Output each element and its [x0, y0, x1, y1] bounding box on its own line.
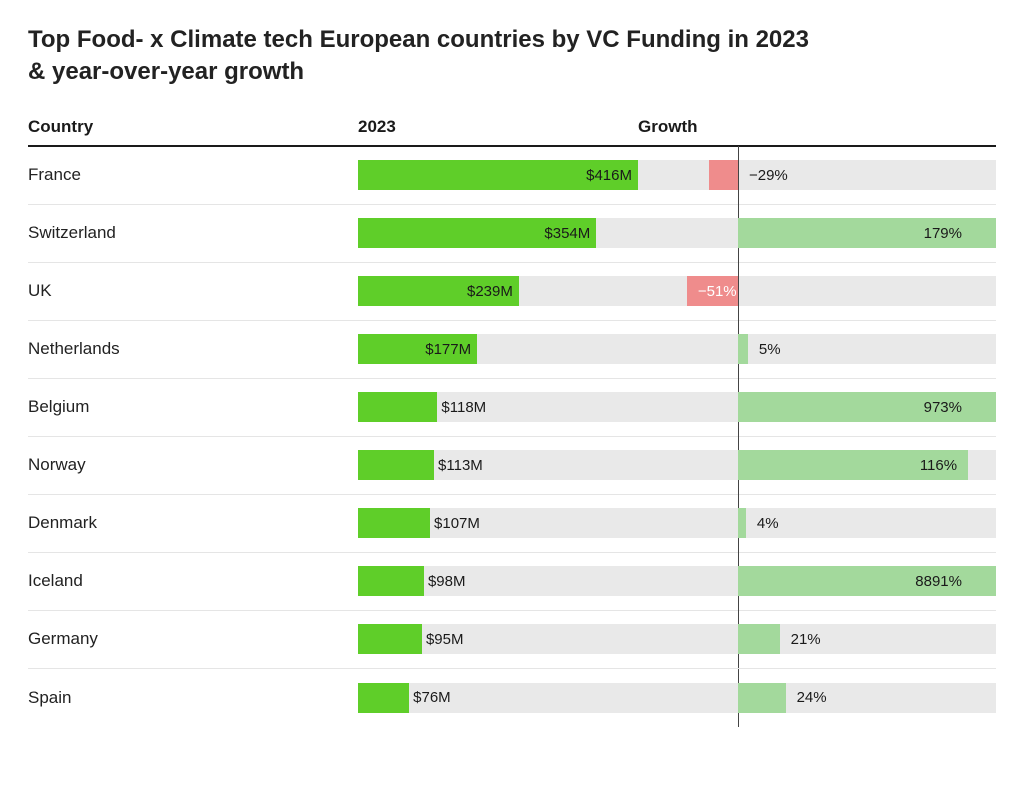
growth-bar-cell: 5%	[638, 322, 996, 376]
country-name: Belgium	[28, 397, 358, 417]
table-row: Germany $95M 21%	[28, 611, 996, 669]
table-row: Belgium $118M 973%	[28, 379, 996, 437]
table-row: Norway $113M 116%	[28, 437, 996, 495]
funding-bar-cell: $177M	[358, 322, 638, 376]
growth-bar	[738, 334, 748, 364]
funding-label: $239M	[358, 276, 519, 306]
funding-bar	[358, 450, 434, 480]
growth-label: 116%	[920, 450, 961, 480]
chart-title: Top Food- x Climate tech European countr…	[28, 24, 996, 89]
funding-bar	[358, 683, 409, 713]
growth-bar-cell: −29%	[638, 148, 996, 202]
funding-bar-cell: $95M	[358, 612, 638, 666]
growth-bar-cell: 973%	[638, 380, 996, 434]
growth-bar-cell: 116%	[638, 438, 996, 492]
growth-bar	[738, 624, 780, 654]
growth-bar-cell: 24%	[638, 671, 996, 725]
growth-label: 973%	[924, 392, 962, 422]
table-row: Iceland $98M 8891%	[28, 553, 996, 611]
growth-bar-cell: 4%	[638, 496, 996, 550]
country-name: UK	[28, 281, 358, 301]
growth-bar-cell: −51%	[638, 264, 996, 318]
country-name: Switzerland	[28, 223, 358, 243]
funding-bar-cell: $76M	[358, 671, 638, 725]
table-row: France$416M −29%	[28, 147, 996, 205]
funding-label: $354M	[358, 218, 596, 248]
funding-bar	[358, 566, 424, 596]
table-row: Netherlands$177M 5%	[28, 321, 996, 379]
funding-label: $107M	[434, 508, 480, 538]
funding-bar	[358, 392, 437, 422]
growth-bar-cell: 179%	[638, 206, 996, 260]
table-body: France$416M −29% Switzerland$354M 179% UK$23…	[28, 147, 996, 727]
growth-label: 4%	[757, 508, 779, 538]
funding-label: $76M	[413, 683, 451, 713]
table-row: Denmark $107M 4%	[28, 495, 996, 553]
growth-bar-cell: 8891%	[638, 554, 996, 608]
funding-bar-cell: $118M	[358, 380, 638, 434]
funding-bar-cell: $239M	[358, 264, 638, 318]
country-name: France	[28, 165, 358, 185]
growth-bar-cell: 21%	[638, 612, 996, 666]
growth-label: −29%	[749, 160, 788, 190]
country-name: Spain	[28, 688, 358, 708]
header-funding: 2023	[358, 117, 638, 137]
growth-label: 24%	[797, 683, 827, 713]
growth-zero-line	[738, 146, 739, 204]
table-header: Country 2023 Growth	[28, 117, 996, 147]
growth-bar	[738, 508, 746, 538]
funding-bar	[358, 508, 430, 538]
country-name: Germany	[28, 629, 358, 649]
growth-label: 179%	[924, 218, 962, 248]
funding-bar	[358, 624, 422, 654]
funding-bar-cell: $354M	[358, 206, 638, 260]
growth-label: 8891%	[915, 566, 962, 596]
funding-label: $98M	[428, 566, 466, 596]
table-row: UK$239M −51%	[28, 263, 996, 321]
country-name: Denmark	[28, 513, 358, 533]
funding-label: $177M	[358, 334, 477, 364]
growth-zero-line	[738, 262, 739, 320]
funding-bar-cell: $416M	[358, 148, 638, 202]
header-country: Country	[28, 117, 358, 137]
growth-bar	[738, 683, 786, 713]
funding-bar-cell: $113M	[358, 438, 638, 492]
growth-label: −51%	[698, 276, 737, 306]
growth-label: 21%	[791, 624, 821, 654]
funding-label: $113M	[438, 450, 483, 480]
funding-bar-cell: $107M	[358, 496, 638, 550]
chart-title-line2: & year-over-year growth	[28, 56, 996, 88]
funding-label: $416M	[358, 160, 638, 190]
chart-title-line1: Top Food- x Climate tech European countr…	[28, 26, 809, 53]
table-row: Spain $76M 24%	[28, 669, 996, 727]
funding-label: $95M	[426, 624, 464, 654]
funding-label: $118M	[441, 392, 486, 422]
growth-bar	[709, 160, 738, 190]
funding-bar-cell: $98M	[358, 554, 638, 608]
growth-label: 5%	[759, 334, 781, 364]
country-name: Norway	[28, 455, 358, 475]
header-growth: Growth	[638, 117, 996, 137]
table-row: Switzerland$354M 179%	[28, 205, 996, 263]
country-name: Netherlands	[28, 339, 358, 359]
country-name: Iceland	[28, 571, 358, 591]
